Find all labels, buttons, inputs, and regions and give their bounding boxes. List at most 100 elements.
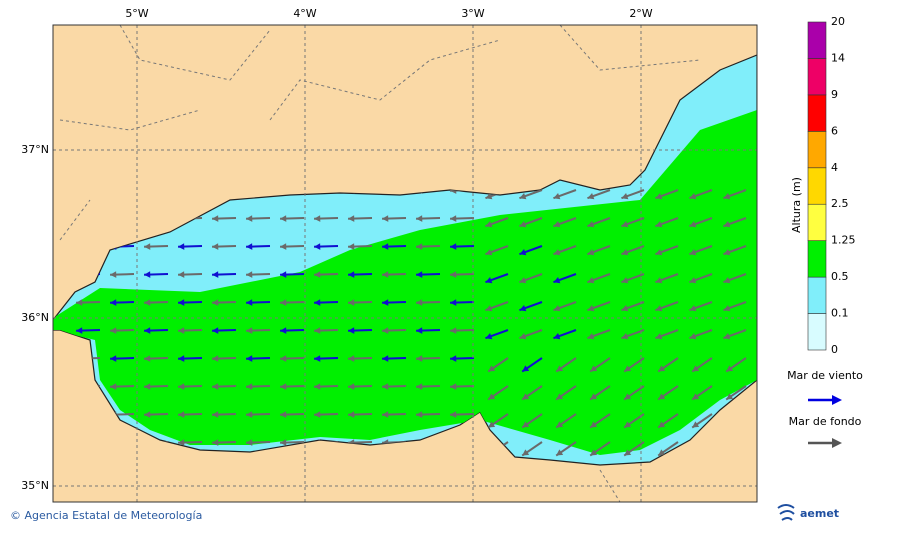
- arrow-head: [655, 248, 663, 256]
- arrow-head: [416, 355, 423, 362]
- arrow-head: [587, 248, 595, 256]
- lon-label: 4°W: [293, 7, 316, 20]
- colorbar-label: 0.5: [831, 270, 849, 283]
- arrow-head: [658, 421, 666, 428]
- arrow-head: [450, 299, 457, 306]
- arrow-head: [519, 192, 527, 200]
- colorbar-segment: [807, 167, 827, 205]
- arrow-head: [689, 192, 697, 200]
- arrow-head: [590, 449, 598, 456]
- arrow-head: [450, 243, 457, 250]
- arrow-head: [246, 327, 253, 334]
- arrow-head: [348, 243, 355, 250]
- lon-label: 5°W: [125, 7, 148, 20]
- arrow-head: [382, 299, 389, 306]
- arrow-head: [488, 365, 496, 372]
- arrow-head: [212, 271, 219, 278]
- arrow-head: [144, 271, 151, 278]
- colorbar-label: 4: [831, 161, 838, 174]
- arrow-head: [76, 327, 83, 334]
- colorbar: 0 0.1 0.5 1.25 2.5 4 6 9 14 20: [807, 15, 856, 356]
- arrow-head: [587, 304, 595, 312]
- arrow-head: [692, 365, 700, 372]
- arrow-head: [416, 299, 423, 306]
- arrow-head: [624, 365, 632, 372]
- arrow-head: [212, 327, 219, 334]
- arrow-head: [110, 383, 117, 390]
- arrow-head: [280, 411, 287, 418]
- arrow-head: [488, 421, 496, 428]
- arrow-head: [655, 304, 663, 312]
- colorbar-label: 6: [831, 124, 838, 137]
- legend-label: Mar de viento: [787, 369, 863, 382]
- arrow-head: [280, 215, 287, 222]
- arrow-head: [590, 393, 598, 400]
- arrow-head: [689, 304, 697, 312]
- arrow-head: [485, 304, 493, 312]
- arrow-head: [522, 365, 530, 372]
- arrow-head: [178, 271, 185, 278]
- arrow-head: [553, 220, 561, 228]
- arrow-head: [348, 383, 355, 390]
- arrow-head: [246, 215, 253, 222]
- arrow-head: [621, 276, 629, 284]
- arrow-head: [522, 421, 530, 428]
- arrow-head: [553, 276, 561, 284]
- arrow-head: [658, 393, 666, 400]
- arrow-head: [416, 243, 423, 250]
- arrow-head: [689, 332, 697, 340]
- arrow-head: [382, 355, 389, 362]
- arrow-head: [692, 421, 700, 428]
- arrow-head: [553, 332, 561, 340]
- arrow-head: [416, 271, 423, 278]
- arrow-head: [658, 365, 666, 372]
- arrow-head: [450, 411, 457, 418]
- arrow-head: [553, 304, 561, 312]
- colorbar-segment: [807, 94, 827, 132]
- arrow-head: [212, 215, 219, 222]
- borders: [59, 25, 701, 502]
- arrow-head: [348, 355, 355, 362]
- arrow-head: [246, 299, 253, 306]
- arrow-head: [110, 299, 117, 306]
- arrow-head: [519, 248, 527, 256]
- legend-label: Mar de fondo: [789, 415, 862, 428]
- arrow-head: [178, 327, 185, 334]
- lon-label: 2°W: [629, 7, 652, 20]
- arrow-head: [485, 192, 493, 200]
- arrow-head: [522, 393, 530, 400]
- colorbar-segment: [807, 313, 827, 351]
- colorbar-title: Altura (m): [790, 177, 803, 233]
- arrow-head: [212, 411, 219, 418]
- arrow-head: [723, 248, 731, 256]
- arrow-head: [178, 411, 185, 418]
- arrow-head: [382, 215, 389, 222]
- arrow-head: [587, 276, 595, 284]
- arrow-head: [416, 383, 423, 390]
- arrow-head: [348, 215, 355, 222]
- legend-arrow-head: [832, 438, 842, 448]
- arrow-head: [556, 421, 564, 428]
- arrow-head: [280, 439, 287, 446]
- arrow-head: [488, 393, 496, 400]
- arrow-head: [110, 271, 117, 278]
- legend-arrow-head: [832, 395, 842, 405]
- arrow-head: [590, 421, 598, 428]
- arrow-head: [314, 411, 321, 418]
- arrow-head: [624, 421, 632, 428]
- arrow-head: [144, 383, 151, 390]
- arrow-head: [450, 355, 457, 362]
- arrow-head: [144, 355, 151, 362]
- arrow-head: [655, 276, 663, 284]
- arrow-head: [314, 383, 321, 390]
- lat-label: 36°N: [21, 311, 49, 324]
- arrow-head: [144, 299, 151, 306]
- arrow-head: [519, 276, 527, 284]
- arrow-head: [689, 220, 697, 228]
- arrow-head: [280, 383, 287, 390]
- arrow-head: [246, 271, 253, 278]
- arrow-head: [416, 327, 423, 334]
- arrow-head: [723, 304, 731, 312]
- arrow-head: [556, 393, 564, 400]
- arrow-head: [348, 271, 355, 278]
